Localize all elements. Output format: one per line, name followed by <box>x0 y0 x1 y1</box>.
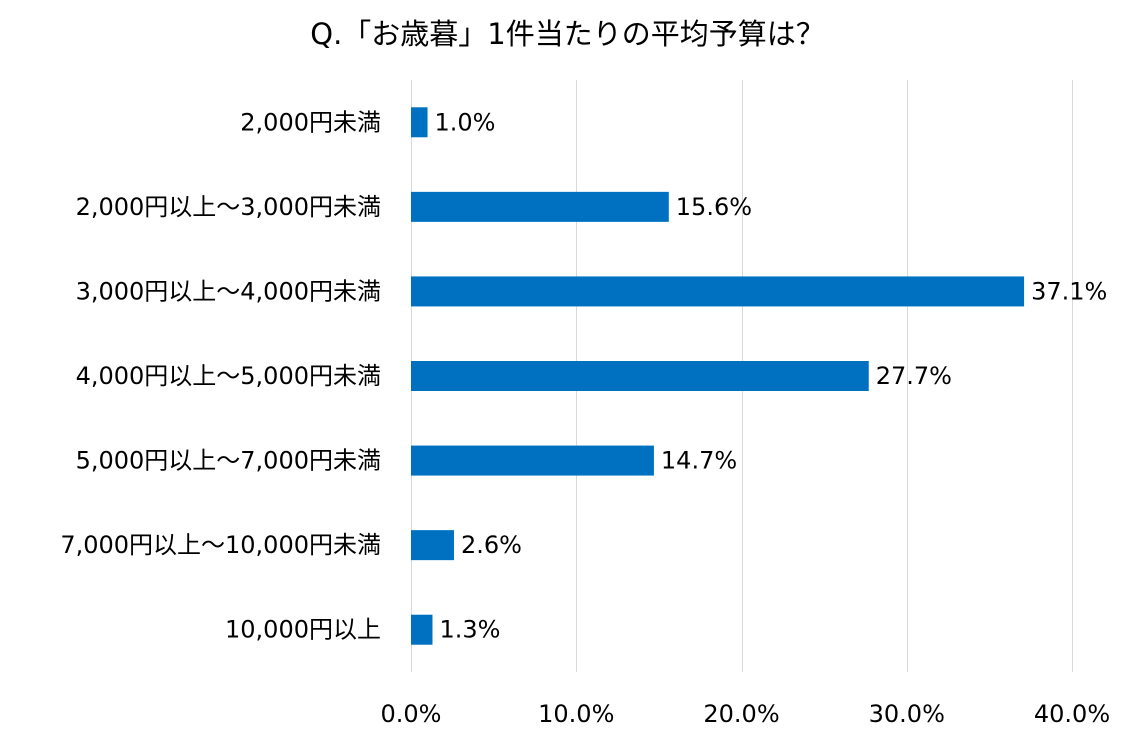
bar <box>411 445 654 476</box>
category-label: 2,000円未満 <box>240 108 381 136</box>
x-tick-label: 30.0% <box>869 700 945 728</box>
data-label: 27.7% <box>876 362 952 390</box>
bar <box>411 530 454 561</box>
bar <box>411 191 669 222</box>
data-label: 37.1% <box>1031 277 1107 305</box>
data-label: 1.3% <box>439 616 500 644</box>
bar <box>411 107 428 138</box>
category-label: 3,000円以上～4,000円未満 <box>76 277 381 305</box>
category-label: 5,000円以上～7,000円未満 <box>76 447 381 475</box>
x-tick-label: 40.0% <box>1034 700 1110 728</box>
bar <box>411 361 869 391</box>
data-label: 1.0% <box>435 108 496 136</box>
data-label: 2.6% <box>461 531 522 559</box>
x-tick-label: 0.0% <box>381 700 442 728</box>
bar <box>411 276 1025 307</box>
x-tick-label: 20.0% <box>703 700 779 728</box>
data-label: 15.6% <box>676 193 752 221</box>
data-label: 14.7% <box>661 447 737 475</box>
category-label: 7,000円以上～10,000円未満 <box>60 531 381 559</box>
x-tick-label: 10.0% <box>538 700 614 728</box>
category-label: 10,000円以上 <box>225 616 381 644</box>
category-label: 2,000円以上～3,000円未満 <box>76 193 381 221</box>
category-label: 4,000円以上～5,000円未満 <box>76 362 381 390</box>
bar <box>411 614 433 645</box>
chart-title: Q.「お歳暮」1件当たりの平均予算は？ <box>310 17 825 51</box>
